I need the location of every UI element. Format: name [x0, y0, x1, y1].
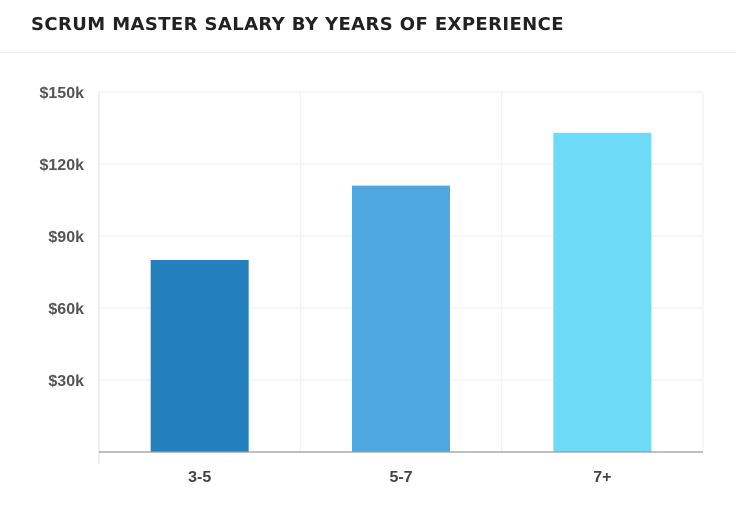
- bar-5-7: [352, 185, 450, 452]
- x-axis: 3-5 5-7 7+: [99, 451, 703, 486]
- x-tick-label: 5-7: [389, 469, 412, 486]
- y-tick-label: $150k: [40, 85, 85, 102]
- bars: [150, 132, 652, 453]
- y-tick-label: $120k: [40, 157, 85, 174]
- y-tick-label: $60k: [48, 301, 84, 318]
- bar-3-5: [150, 260, 249, 452]
- chart-title: SCRUM MASTER SALARY BY YEARS OF EXPERIEN…: [31, 14, 564, 35]
- bar-7+: [553, 132, 652, 453]
- y-tick-label: $90k: [48, 229, 84, 246]
- x-tick-label: 3-5: [188, 469, 211, 486]
- y-axis: $30k $60k $90k $120k $150k: [40, 85, 100, 464]
- y-tick-label: $30k: [48, 373, 84, 390]
- title-divider: [0, 52, 736, 53]
- x-tick-label: 7+: [593, 469, 611, 486]
